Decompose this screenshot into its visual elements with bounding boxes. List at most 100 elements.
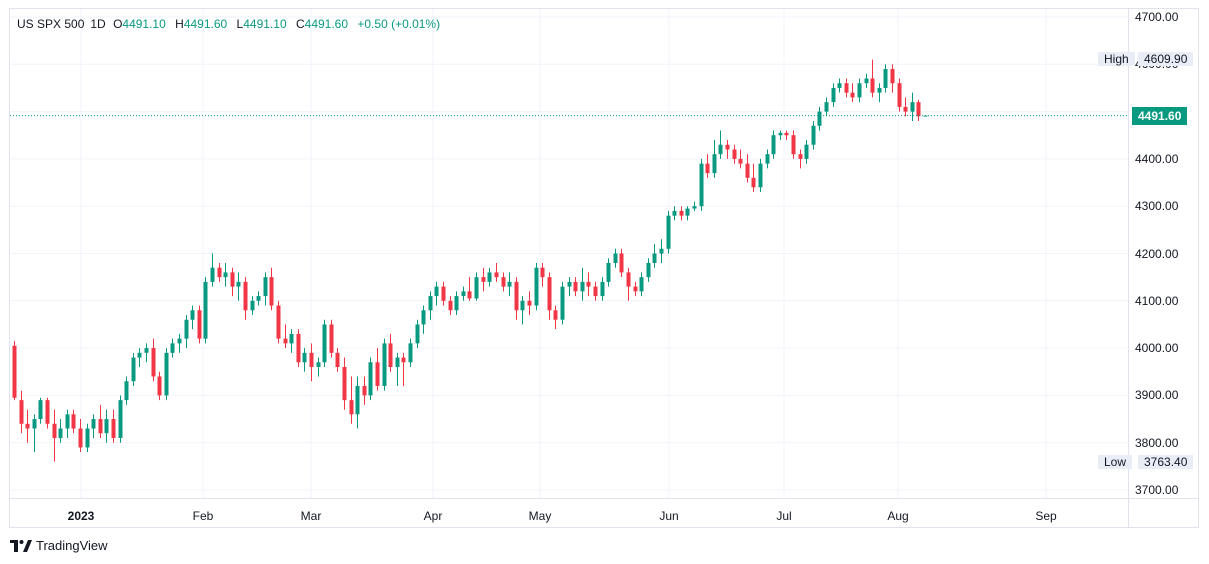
candle[interactable] [864, 73, 869, 88]
candle[interactable] [164, 348, 169, 401]
candle[interactable] [415, 319, 420, 349]
candle[interactable] [177, 333, 182, 353]
candle[interactable] [725, 139, 730, 159]
tradingview-logo[interactable]: TradingView [10, 538, 108, 553]
candle[interactable] [52, 409, 57, 462]
candle[interactable] [78, 419, 83, 453]
candle[interactable] [203, 277, 208, 344]
candle[interactable] [705, 154, 710, 178]
candle[interactable] [289, 329, 294, 353]
candle[interactable] [745, 154, 750, 183]
candle[interactable] [547, 272, 552, 320]
candle[interactable] [197, 305, 202, 344]
candle[interactable] [65, 409, 70, 438]
candle[interactable] [144, 343, 149, 363]
candle[interactable] [335, 348, 340, 372]
candle[interactable] [428, 291, 433, 320]
candle[interactable] [230, 267, 235, 297]
candle[interactable] [32, 414, 37, 453]
candle[interactable] [831, 83, 836, 107]
candle[interactable] [903, 97, 908, 117]
candle[interactable] [890, 64, 895, 93]
candle[interactable] [302, 348, 307, 372]
candle[interactable] [111, 409, 116, 443]
candle[interactable] [104, 409, 109, 443]
candle[interactable] [58, 419, 63, 443]
candle[interactable] [633, 281, 638, 297]
candle[interactable] [316, 357, 321, 377]
candle[interactable] [243, 277, 248, 320]
candle[interactable] [124, 376, 129, 405]
candle[interactable] [12, 341, 17, 401]
candle[interactable] [507, 272, 512, 297]
candle[interactable] [467, 277, 472, 301]
candle[interactable] [118, 395, 123, 443]
candle[interactable] [421, 305, 426, 334]
candle[interactable] [131, 352, 136, 386]
candle[interactable] [263, 272, 268, 306]
candle[interactable] [606, 258, 611, 287]
candle[interactable] [481, 267, 486, 292]
candle[interactable] [712, 139, 717, 178]
candle[interactable] [692, 201, 697, 211]
candle[interactable] [157, 371, 162, 401]
candle[interactable] [210, 253, 215, 287]
candle[interactable] [217, 262, 222, 282]
candle[interactable] [38, 397, 43, 424]
candle[interactable] [25, 409, 30, 443]
candle[interactable] [765, 149, 770, 169]
candle[interactable] [514, 277, 519, 320]
candle[interactable] [619, 248, 624, 278]
candle[interactable] [778, 130, 783, 140]
candle[interactable] [190, 305, 195, 330]
candle[interactable] [534, 262, 539, 311]
candle[interactable] [137, 348, 142, 368]
candle[interactable] [567, 277, 572, 297]
candle[interactable] [600, 277, 605, 301]
candle[interactable] [758, 158, 763, 193]
candle[interactable] [593, 281, 598, 301]
candle[interactable] [170, 338, 175, 358]
candle[interactable] [441, 281, 446, 306]
candle[interactable] [666, 210, 671, 254]
candle[interactable] [883, 64, 888, 93]
candle[interactable] [791, 130, 796, 159]
candle[interactable] [738, 149, 743, 169]
candle[interactable] [45, 397, 50, 429]
candle[interactable] [573, 277, 578, 297]
candle[interactable] [560, 281, 565, 325]
candle[interactable] [448, 296, 453, 315]
candle[interactable] [388, 333, 393, 372]
candle[interactable] [71, 409, 76, 434]
candle[interactable] [613, 248, 618, 268]
candle[interactable] [501, 272, 506, 292]
candle[interactable] [454, 291, 459, 315]
candle[interactable] [520, 296, 525, 325]
candle[interactable] [269, 267, 274, 311]
candle[interactable] [250, 296, 255, 315]
candle[interactable] [395, 352, 400, 386]
candle[interactable] [355, 376, 360, 429]
candle[interactable] [368, 357, 373, 401]
candle[interactable] [151, 338, 156, 382]
candle[interactable] [850, 83, 855, 103]
candle[interactable] [824, 97, 829, 117]
candle[interactable] [811, 121, 816, 150]
candle[interactable] [236, 272, 241, 301]
candle[interactable] [751, 163, 756, 193]
candle[interactable] [685, 206, 690, 221]
candle[interactable] [804, 139, 809, 164]
candle[interactable] [553, 305, 558, 330]
candle[interactable] [580, 267, 585, 301]
candle[interactable] [679, 206, 684, 221]
candle[interactable] [857, 78, 862, 103]
candle[interactable] [223, 262, 228, 287]
candle[interactable] [784, 130, 789, 140]
candle[interactable] [434, 281, 439, 306]
candle[interactable] [283, 324, 288, 349]
candle[interactable] [771, 130, 776, 159]
candle[interactable] [91, 414, 96, 438]
legend-interval[interactable]: 1D [90, 17, 106, 31]
candle[interactable] [309, 343, 314, 382]
